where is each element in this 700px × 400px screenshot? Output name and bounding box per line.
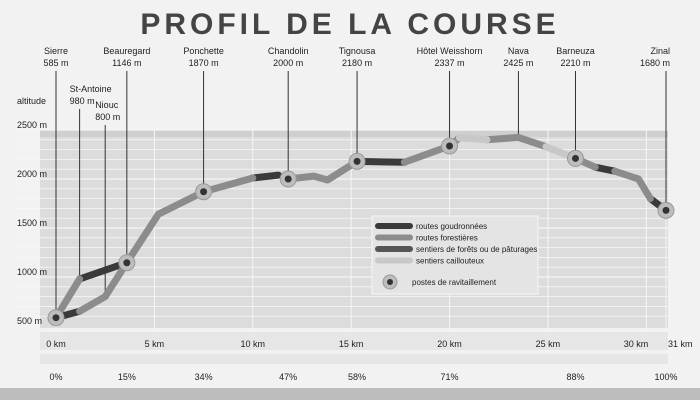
x-tick-label: 15 km: [339, 339, 364, 349]
percent-label: 47%: [279, 372, 297, 382]
y-tick-label: 1000 m: [17, 267, 47, 277]
percent-label: 100%: [654, 372, 677, 382]
x-axis-band: [40, 332, 668, 350]
place-altitude: 980 m: [70, 96, 95, 106]
legend-label: routes goudronnées: [416, 222, 487, 231]
profile-segment: [455, 134, 491, 144]
plot-top-band: [40, 130, 668, 137]
ravitaillement-marker-dot: [662, 206, 670, 214]
place-altitude: 1146 m: [112, 58, 141, 68]
legend-label: sentiers de forêts ou de pâturages: [416, 245, 537, 254]
x-tick-label: 31 km: [668, 339, 693, 349]
place-name: Sierre: [44, 46, 68, 56]
place-altitude: 2180 m: [342, 58, 372, 68]
legend-label: sentiers caillouteux: [416, 257, 484, 266]
y-tick-label: 2500 m: [17, 120, 47, 130]
x-tick-label: 5 km: [145, 339, 165, 349]
place-altitude: 585 m: [43, 58, 68, 68]
ravitaillement-marker-dot: [353, 157, 361, 165]
chart-title: PROFIL DE LA COURSE: [140, 8, 560, 41]
legend-label: postes de ravitaillement: [412, 278, 497, 287]
y-axis-label: altitude: [17, 96, 46, 106]
place-name: Chandolin: [268, 46, 309, 56]
ravitaillement-marker-dot: [123, 259, 131, 267]
profile-segment: [76, 259, 131, 315]
legend-label: routes forestières: [416, 234, 478, 243]
bottom-band: [0, 388, 700, 400]
percent-label: 58%: [348, 372, 366, 382]
x-tick-label: 20 km: [437, 339, 462, 349]
ravitaillement-marker-dot: [571, 154, 579, 162]
x-tick-label: 25 km: [536, 339, 561, 349]
percent-label: 34%: [195, 372, 213, 382]
percent-label: 15%: [118, 372, 136, 382]
profile-segment: [249, 171, 282, 182]
legend-marker-dot: [387, 279, 393, 285]
place-altitude: 2337 m: [435, 58, 465, 68]
profile-segment: [123, 174, 257, 267]
place-altitude: 1870 m: [189, 58, 219, 68]
place-name: Niouc: [95, 100, 119, 110]
ravitaillement-marker-dot: [284, 175, 292, 183]
place-name: Zinal: [650, 46, 670, 56]
place-name: St-Antoine: [70, 84, 112, 94]
ravitaillement-marker-dot: [52, 314, 60, 322]
percent-label: 71%: [441, 372, 459, 382]
place-altitude: 1680 m: [640, 58, 670, 68]
place-altitude: 800 m: [95, 112, 120, 122]
place-altitude: 2425 m: [503, 58, 533, 68]
x-tick-label: 10 km: [241, 339, 266, 349]
x-tick-label: 0 km: [46, 339, 66, 349]
place-altitude: 2000 m: [273, 58, 303, 68]
percent-label: 0%: [49, 372, 62, 382]
place-name: Nava: [508, 46, 529, 56]
place-name: Hôtel Weisshorn: [417, 46, 483, 56]
y-tick-label: 2000 m: [17, 169, 47, 179]
profile-segment: [284, 157, 361, 184]
percent-label: 88%: [566, 372, 584, 382]
x-tick-label: 30 km: [624, 339, 649, 349]
place-name: Barneuza: [556, 46, 595, 56]
profile-segment: [611, 167, 654, 203]
percent-band: [40, 354, 668, 364]
place-name: Beauregard: [103, 46, 150, 56]
place-altitude: 2210 m: [560, 58, 590, 68]
ravitaillement-marker-dot: [446, 142, 454, 150]
y-tick-label: 1500 m: [17, 218, 47, 228]
place-name: Ponchette: [183, 46, 224, 56]
place-name: Tignousa: [339, 46, 376, 56]
profile-segment: [483, 133, 550, 151]
ravitaillement-marker-dot: [200, 188, 208, 196]
y-tick-label: 500 m: [17, 316, 42, 326]
